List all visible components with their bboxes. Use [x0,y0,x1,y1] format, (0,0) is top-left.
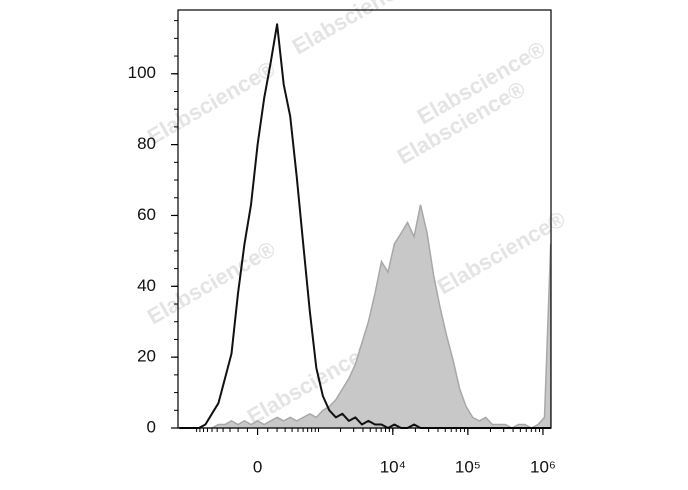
x-tick-label: 10⁶ [530,457,556,476]
watermark: Elabscience® [288,0,425,59]
x-tick-label: 0 [253,457,262,476]
y-tick-label: 20 [137,347,156,366]
plot-frame [177,9,552,429]
x-tick-label: 10⁴ [380,457,406,476]
y-tick-label: 0 [147,417,156,436]
y-tick-label: 40 [137,276,156,295]
x-tick-label: 10⁵ [455,457,481,476]
y-tick-label: 80 [137,134,156,153]
histogram-area [179,204,552,429]
y-tick-label: 60 [137,205,156,224]
y-tick-label: 100 [128,63,156,82]
watermark: Elabscience® [143,236,280,329]
